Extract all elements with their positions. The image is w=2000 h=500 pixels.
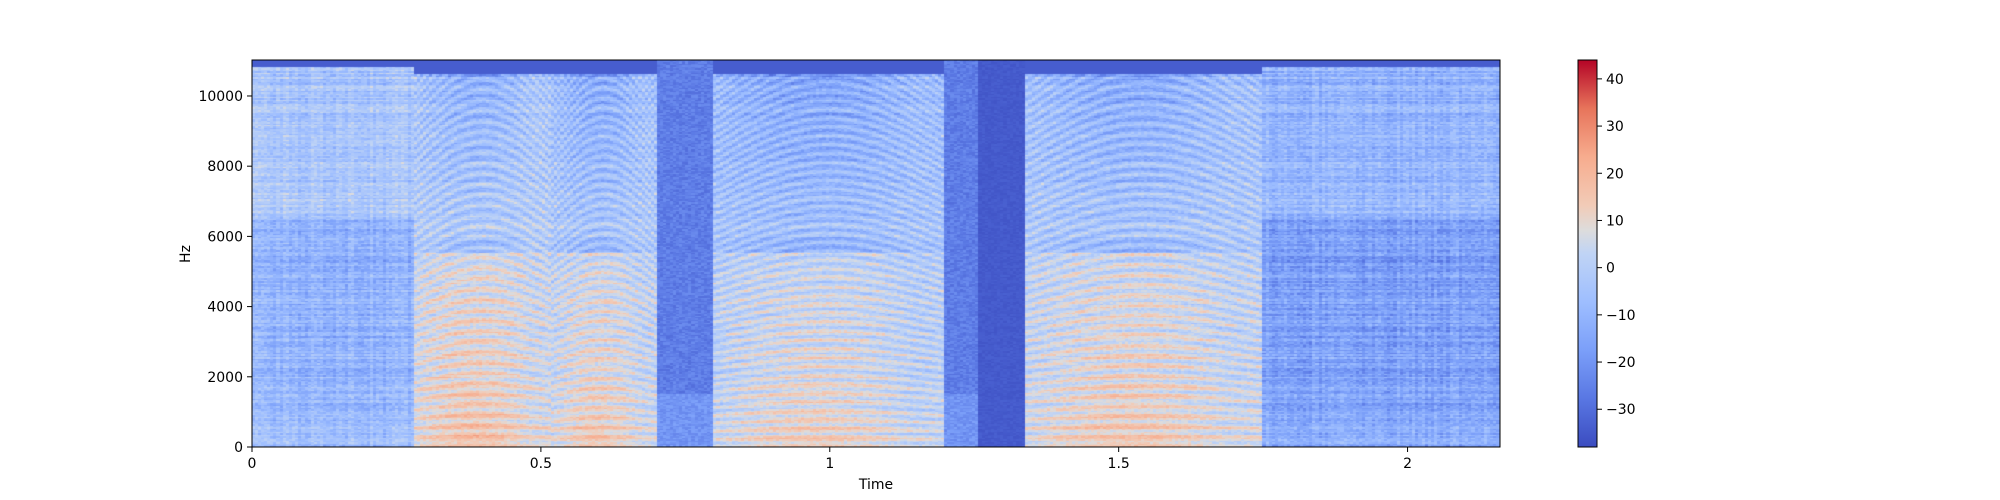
x-axis-label: Time bbox=[858, 477, 893, 493]
y-tick-label: 10000 bbox=[198, 89, 243, 105]
x-tick-label: 1 bbox=[825, 456, 834, 472]
colorbar: 40 30 20 10 0 −10 −20 −30 bbox=[1577, 59, 1636, 448]
y-tick-label: 4000 bbox=[207, 300, 243, 316]
colorbar-tick-label: 20 bbox=[1606, 166, 1624, 182]
x-tick-label: 0 bbox=[248, 456, 257, 472]
colorbar-gradient bbox=[1578, 60, 1597, 447]
colorbar-tick-label: 0 bbox=[1606, 261, 1615, 277]
y-tick-label: 8000 bbox=[207, 159, 243, 175]
plot-area bbox=[251, 59, 1501, 448]
y-axis-label: Hz bbox=[178, 245, 194, 263]
y-axis: 0 2000 4000 6000 8000 10000 bbox=[198, 89, 252, 456]
colorbar-tick-label: −30 bbox=[1606, 402, 1636, 418]
y-tick-label: 6000 bbox=[207, 229, 243, 245]
colorbar-tick-label: 10 bbox=[1606, 213, 1624, 229]
x-tick-label: 0.5 bbox=[530, 456, 552, 472]
colorbar-tick-label: −20 bbox=[1606, 355, 1636, 371]
y-tick-label: 2000 bbox=[207, 370, 243, 386]
colorbar-tick-label: 30 bbox=[1606, 119, 1624, 135]
colorbar-frame bbox=[1577, 59, 1598, 448]
x-tick-label: 2 bbox=[1403, 456, 1412, 472]
x-axis: 0 0.5 1 1.5 2 bbox=[248, 447, 1412, 472]
plot-frame bbox=[251, 59, 1501, 448]
colorbar-tick-label: 40 bbox=[1606, 72, 1624, 88]
y-tick-label: 0 bbox=[234, 440, 243, 456]
colorbar-tick-label: −10 bbox=[1606, 308, 1636, 324]
spectrogram-heatmap bbox=[252, 60, 1500, 447]
x-tick-label: 1.5 bbox=[1108, 456, 1130, 472]
colorbar-ticks: 40 30 20 10 0 −10 −20 −30 bbox=[1597, 72, 1636, 418]
